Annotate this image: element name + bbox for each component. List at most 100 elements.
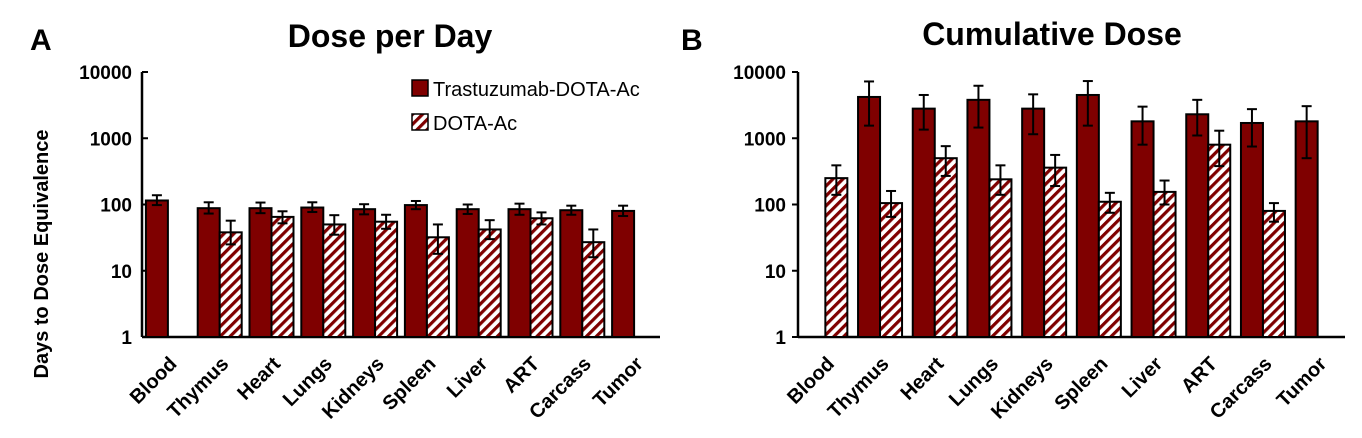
bar-trastuzumab-heart [911,107,936,338]
legend: Trastuzumab-DOTA-Ac DOTA-Ac [411,79,640,135]
error-bar-dota-carcass [1268,202,1279,223]
bar-trastuzumab-heart [248,207,273,338]
error-bar-dota-art [1214,129,1225,168]
bar-dota-art [529,217,554,338]
y-tick-label-a: 100 [100,196,132,217]
error-bar-trastuzumab-heart [918,93,929,131]
error-bar-trastuzumab-kidneys [359,203,370,216]
error-bar-trastuzumab-spleen [1082,80,1093,127]
bar-trastuzumab-art [507,208,532,338]
error-bar-trastuzumab-liver [462,203,473,215]
error-bar-dota-art [536,211,547,226]
error-bar-trastuzumab-heart [255,201,266,215]
error-bar-dota-lungs [995,164,1006,196]
bar-dota-liver [477,228,502,338]
y-tick-label-b: 1 [775,328,786,349]
bar-trastuzumab-kidneys [1021,107,1046,338]
error-bar-trastuzumab-kidneys [1028,93,1039,136]
error-bar-trastuzumab-thymus [864,80,875,127]
bar-dota-thymus [218,231,243,338]
error-bar-trastuzumab-art [1192,98,1203,137]
bar-trastuzumab-lungs [966,98,991,338]
error-bar-dota-thymus [886,189,897,218]
bar-dota-kidneys [374,220,399,338]
bar-dota-liver [1152,190,1177,338]
category-label-heart: Heart [233,353,285,405]
error-bar-dota-kidneys [1050,153,1061,188]
bar-trastuzumab-liver [1130,120,1155,338]
error-bar-trastuzumab-spleen [410,199,421,211]
bar-dota-kidneys [1043,166,1068,338]
legend-label-trastuzumab: Trastuzumab-DOTA-Ac [433,79,640,101]
legend-label-dota: DOTA-Ac [433,113,517,135]
bar-dota-heart [933,157,958,338]
bar-dota-blood [824,177,849,338]
error-bar-trastuzumab-carcass [566,204,577,216]
y-tick-label-a: 10000 [79,63,132,84]
error-bar-trastuzumab-art [514,202,525,216]
panel-b: B Cumulative Dose 110100100010000BloodTh… [681,16,1345,424]
error-bar-dota-carcass [588,228,599,259]
bar-dota-thymus [879,202,904,338]
bar-trastuzumab-thymus [196,207,221,338]
error-bar-dota-kidneys [381,213,392,230]
panel-b-letter: B [681,24,703,57]
bar-dota-carcass [1261,209,1286,338]
y-tick-label-b: 100 [754,196,786,217]
bar-trastuzumab-lungs [300,206,325,338]
y-tick-label-b: 1000 [744,129,786,150]
panel-a-letter: A [30,24,52,57]
y-axis-title: Days to Dose Equivalence [31,130,53,379]
category-label-heart: Heart [897,353,949,405]
error-bar-trastuzumab-blood [151,194,162,207]
error-bar-trastuzumab-lungs [973,84,984,129]
y-tick-label-b: 10 [765,262,786,283]
bar-trastuzumab-carcass [559,209,584,339]
error-bar-dota-heart [940,145,951,177]
error-bar-dota-heart [277,210,288,225]
bar-trastuzumab-kidneys [352,208,377,338]
error-bar-trastuzumab-carcass [1246,108,1257,148]
error-bar-trastuzumab-liver [1137,105,1148,146]
bar-trastuzumab-spleen [403,204,428,338]
error-bar-trastuzumab-thymus [203,201,214,215]
error-bar-dota-spleen [1104,191,1115,214]
category-label-art: ART [499,353,544,398]
legend-swatch-solid [411,79,429,97]
bar-trastuzumab-tumor [611,209,636,338]
error-bar-dota-blood [831,164,842,196]
bar-trastuzumab-blood [144,199,169,338]
legend-swatch-hatched [411,113,429,131]
category-label-art: ART [1177,353,1222,398]
bar-trastuzumab-liver [455,208,480,338]
bar-dota-heart [270,215,295,338]
y-tick-label-a: 1000 [90,129,132,150]
bar-dota-lungs [988,178,1013,338]
y-tick-label-a: 1 [121,328,132,349]
category-label-tumor: Tumor [589,353,648,412]
error-bar-trastuzumab-tumor [1301,105,1312,160]
bar-trastuzumab-art [1185,113,1210,338]
bar-trastuzumab-carcass [1239,121,1264,338]
chart-b-title: Cumulative Dose [922,16,1182,52]
category-label-liver: Liver [443,353,493,403]
chart-a-title: Dose per Day [288,18,493,54]
bar-dota-lungs [322,223,347,338]
error-bar-dota-liver [1159,179,1170,206]
category-label-spleen: Spleen [1050,353,1112,415]
bar-trastuzumab-spleen [1075,93,1100,338]
error-bar-dota-thymus [225,219,236,246]
error-bar-dota-lungs [329,214,340,236]
bar-trastuzumab-thymus [857,95,882,338]
error-bar-dota-liver [484,219,495,241]
category-label-liver: Liver [1118,353,1168,403]
category-label-thymus: Thymus [824,353,894,423]
error-bar-dota-spleen [432,223,443,255]
category-label-tumor: Tumor [1273,353,1332,412]
error-bar-trastuzumab-tumor [618,204,629,218]
y-tick-label-a: 10 [111,262,132,283]
bar-dota-spleen [1097,200,1122,338]
